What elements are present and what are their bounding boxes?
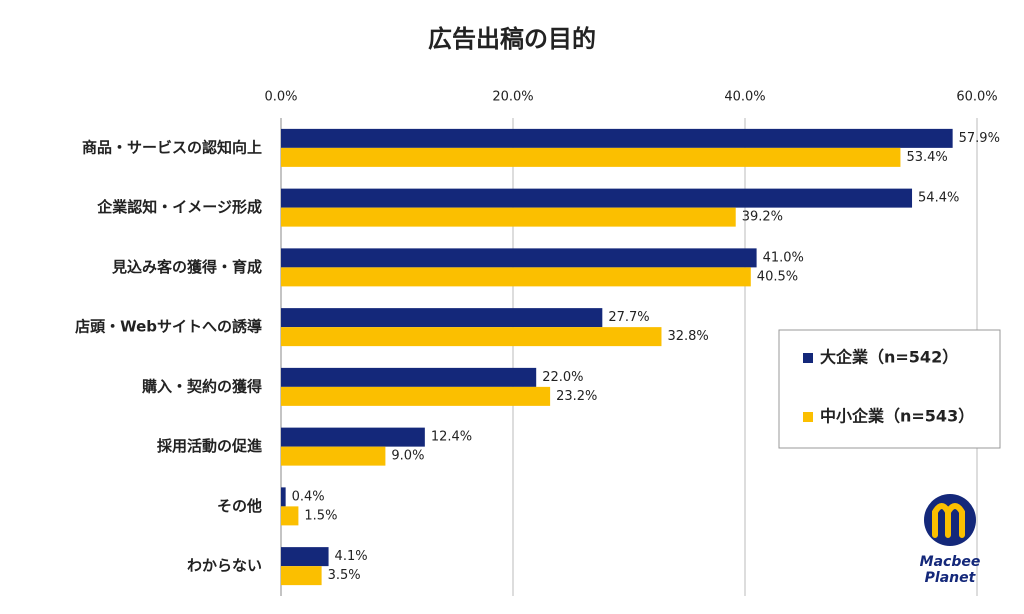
value-label: 23.2% bbox=[556, 389, 597, 404]
chart-title: 広告出稿の目的 bbox=[428, 25, 596, 53]
bar bbox=[281, 147, 901, 167]
y-tick-label: 企業認知・イメージ形成 bbox=[96, 198, 262, 216]
bar bbox=[281, 128, 953, 148]
bar bbox=[281, 308, 603, 328]
value-label: 40.5% bbox=[757, 269, 798, 284]
legend-swatch bbox=[803, 353, 813, 363]
legend-label: 大企業（n=542） bbox=[820, 348, 958, 367]
legend-box bbox=[778, 329, 1001, 449]
bar bbox=[281, 267, 751, 287]
logo-m bbox=[932, 503, 965, 538]
bar bbox=[281, 207, 736, 227]
value-label: 22.0% bbox=[542, 370, 583, 385]
y-tick-label: 購入・契約の獲得 bbox=[141, 377, 262, 395]
value-label: 1.5% bbox=[304, 508, 337, 523]
value-label: 12.4% bbox=[431, 430, 472, 445]
bar bbox=[281, 386, 551, 406]
value-label: 9.0% bbox=[391, 449, 424, 464]
value-label: 0.4% bbox=[292, 489, 325, 504]
legend-swatch bbox=[803, 412, 813, 422]
x-tick-label: 40.0% bbox=[724, 90, 765, 105]
y-tick-label: 見込み客の獲得・育成 bbox=[111, 258, 262, 276]
value-label: 27.7% bbox=[608, 310, 649, 325]
logo-text: Macbee bbox=[920, 554, 981, 570]
x-tick-label: 60.0% bbox=[956, 90, 997, 105]
value-label: 3.5% bbox=[328, 568, 361, 583]
bar bbox=[281, 327, 662, 347]
value-label: 57.9% bbox=[959, 131, 1000, 146]
bar bbox=[281, 248, 757, 268]
bar bbox=[281, 188, 913, 208]
bar bbox=[281, 566, 322, 586]
value-label: 41.0% bbox=[763, 250, 804, 265]
value-label: 39.2% bbox=[742, 210, 783, 225]
value-label: 32.8% bbox=[667, 329, 708, 344]
x-tick-label: 20.0% bbox=[492, 90, 533, 105]
x-tick-label: 0.0% bbox=[264, 90, 297, 105]
y-tick-label: 商品・サービスの認知向上 bbox=[82, 138, 262, 156]
bar bbox=[281, 367, 537, 387]
bar bbox=[281, 427, 425, 447]
logo-text: Planet bbox=[925, 570, 977, 586]
bar bbox=[281, 506, 299, 526]
bar bbox=[281, 446, 386, 466]
bar bbox=[281, 547, 329, 567]
value-label: 4.1% bbox=[335, 549, 368, 564]
value-label: 54.4% bbox=[918, 191, 959, 206]
value-label: 53.4% bbox=[906, 150, 947, 165]
y-tick-label: その他 bbox=[217, 497, 262, 515]
y-tick-label: わからない bbox=[187, 557, 262, 575]
y-tick-label: 採用活動の促進 bbox=[157, 437, 263, 455]
bar bbox=[281, 487, 286, 507]
y-tick-label: 店頭・Webサイトへの誘導 bbox=[75, 318, 262, 336]
legend-label: 中小企業（n=543） bbox=[820, 407, 974, 426]
